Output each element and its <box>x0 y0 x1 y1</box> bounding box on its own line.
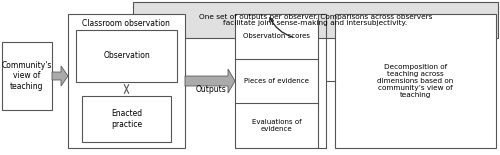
Text: Classroom observation: Classroom observation <box>82 19 170 28</box>
Text: Enacted
practice: Enacted practice <box>111 109 142 129</box>
Polygon shape <box>52 66 68 86</box>
Bar <box>76 30 177 82</box>
Bar <box>2 42 52 110</box>
Bar <box>68 14 185 148</box>
Text: Observation scores: Observation scores <box>243 33 310 39</box>
Text: Observation: Observation <box>103 51 150 60</box>
Text: Pieces of evidence: Pieces of evidence <box>244 78 309 84</box>
Text: One set of outputs per observer. Comparisons across observers
facilitate joint s: One set of outputs per observer. Compari… <box>199 13 432 27</box>
Text: Community's
view of
teaching: Community's view of teaching <box>2 61 52 91</box>
Bar <box>335 14 496 148</box>
Bar <box>82 96 171 142</box>
Text: Evaluations of
evidence: Evaluations of evidence <box>252 119 302 132</box>
Text: Outputs: Outputs <box>196 86 226 95</box>
Bar <box>133 2 498 38</box>
Text: Decomposition of
teaching across
dimensions based on
community’s view of
teachin: Decomposition of teaching across dimensi… <box>378 64 454 98</box>
Bar <box>235 14 318 148</box>
Polygon shape <box>185 69 235 93</box>
